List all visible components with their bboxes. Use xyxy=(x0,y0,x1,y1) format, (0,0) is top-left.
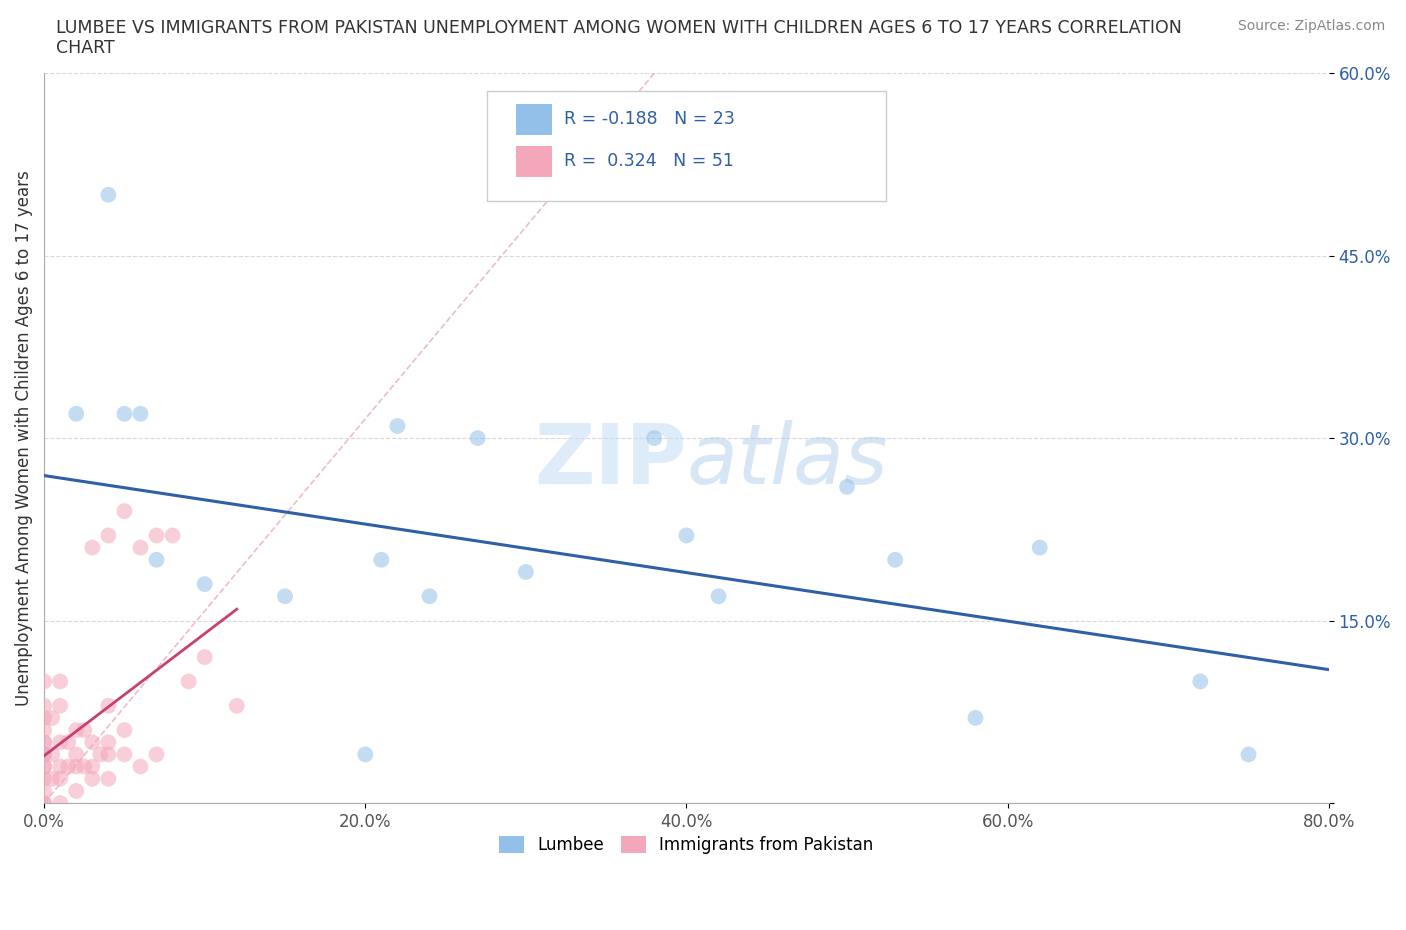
Point xyxy=(354,747,377,762)
Point xyxy=(82,735,104,750)
Point xyxy=(177,674,200,689)
Point xyxy=(97,747,120,762)
Point xyxy=(112,723,135,737)
Point xyxy=(49,759,72,774)
Point xyxy=(145,552,167,567)
Point xyxy=(65,783,87,798)
Point xyxy=(194,577,217,591)
Legend: Lumbee, Immigrants from Pakistan: Lumbee, Immigrants from Pakistan xyxy=(492,829,880,860)
Point xyxy=(73,723,96,737)
Text: ZIP: ZIP xyxy=(534,419,686,500)
Point xyxy=(32,698,55,713)
Point xyxy=(162,528,184,543)
Point xyxy=(32,771,55,786)
Point xyxy=(418,589,440,604)
Point xyxy=(41,711,63,725)
Point xyxy=(32,759,55,774)
Point xyxy=(65,723,87,737)
Point xyxy=(49,796,72,811)
FancyBboxPatch shape xyxy=(516,146,551,177)
Point xyxy=(49,735,72,750)
Point xyxy=(370,552,392,567)
Point xyxy=(49,674,72,689)
Point xyxy=(112,747,135,762)
Point xyxy=(145,528,167,543)
Point xyxy=(32,735,55,750)
Point xyxy=(129,406,152,421)
Point xyxy=(32,723,55,737)
Point xyxy=(387,418,409,433)
Point xyxy=(835,479,858,494)
Point xyxy=(707,589,730,604)
Text: atlas: atlas xyxy=(686,419,889,500)
Point xyxy=(32,747,55,762)
Point xyxy=(49,698,72,713)
Point xyxy=(65,759,87,774)
FancyBboxPatch shape xyxy=(488,91,886,201)
Point xyxy=(82,759,104,774)
Point xyxy=(145,747,167,762)
Text: R =  0.324   N = 51: R = 0.324 N = 51 xyxy=(564,153,734,170)
Point xyxy=(41,771,63,786)
Point xyxy=(58,759,80,774)
Point xyxy=(643,431,665,445)
Point xyxy=(32,711,55,725)
Point xyxy=(32,735,55,750)
Point xyxy=(49,771,72,786)
Text: R = -0.188   N = 23: R = -0.188 N = 23 xyxy=(564,111,735,128)
Point xyxy=(32,796,55,811)
Point xyxy=(65,747,87,762)
Point xyxy=(32,783,55,798)
Point xyxy=(32,796,55,811)
Point xyxy=(129,759,152,774)
Point xyxy=(97,771,120,786)
Point xyxy=(32,747,55,762)
Point xyxy=(73,759,96,774)
Point xyxy=(467,431,489,445)
Point xyxy=(41,747,63,762)
Y-axis label: Unemployment Among Women with Children Ages 6 to 17 years: Unemployment Among Women with Children A… xyxy=(15,170,32,706)
Point xyxy=(97,528,120,543)
FancyBboxPatch shape xyxy=(516,104,551,135)
Point xyxy=(32,674,55,689)
Point xyxy=(194,650,217,665)
Point xyxy=(225,698,247,713)
Point xyxy=(884,552,907,567)
Text: LUMBEE VS IMMIGRANTS FROM PAKISTAN UNEMPLOYMENT AMONG WOMEN WITH CHILDREN AGES 6: LUMBEE VS IMMIGRANTS FROM PAKISTAN UNEMP… xyxy=(56,19,1182,36)
Point xyxy=(97,735,120,750)
Point xyxy=(32,759,55,774)
Text: CHART: CHART xyxy=(56,39,115,57)
Point xyxy=(1028,540,1050,555)
Point xyxy=(112,504,135,519)
Point xyxy=(129,540,152,555)
Point xyxy=(65,406,87,421)
Point xyxy=(89,747,111,762)
Point xyxy=(82,540,104,555)
Point xyxy=(1189,674,1212,689)
Point xyxy=(58,735,80,750)
Point xyxy=(1237,747,1260,762)
Point xyxy=(97,187,120,202)
Text: Source: ZipAtlas.com: Source: ZipAtlas.com xyxy=(1237,19,1385,33)
Point xyxy=(112,406,135,421)
Point xyxy=(82,771,104,786)
Point xyxy=(675,528,697,543)
Point xyxy=(965,711,987,725)
Point xyxy=(515,565,537,579)
Point xyxy=(97,698,120,713)
Point xyxy=(274,589,297,604)
